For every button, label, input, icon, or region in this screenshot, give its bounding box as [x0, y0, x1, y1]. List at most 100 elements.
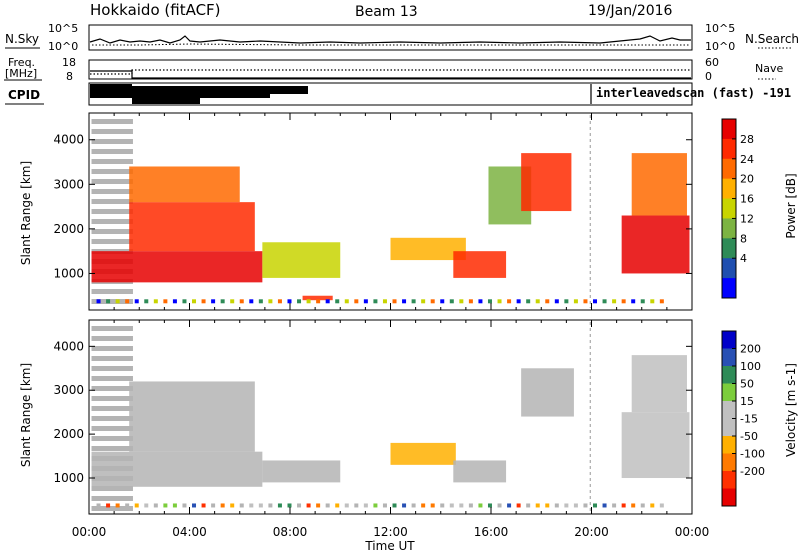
power-region-6: [453, 251, 507, 278]
power-near-range-point: [115, 299, 120, 304]
velocity-gap-stripe: [91, 386, 133, 391]
velocity-colorbar-tick-label: -15: [740, 413, 758, 426]
velocity-region-1: [129, 381, 255, 452]
power-near-range-point: [631, 299, 636, 304]
velocity-near-range-point: [258, 503, 263, 508]
power-near-range-point: [316, 299, 321, 304]
power-near-range-point: [507, 299, 512, 304]
freq-label-1: Freq.: [8, 56, 35, 69]
power-near-range-point: [277, 299, 282, 304]
time-axis-labels: 00:00 04:00 08:00 12:00 16:00 20:00 00:00: [72, 525, 710, 539]
velocity-near-range-point: [363, 503, 368, 508]
power-near-range-point: [172, 299, 177, 304]
velocity-near-range-point: [564, 503, 569, 508]
power-near-range-point: [297, 299, 302, 304]
power-near-range-point: [163, 299, 168, 304]
velocity-near-range-point: [239, 503, 244, 508]
power-near-range-point: [153, 299, 158, 304]
power-near-range-point: [659, 299, 664, 304]
power-near-range-point: [478, 299, 483, 304]
power-near-range-point: [306, 299, 311, 304]
velocity-colorbar-tick-label: 100: [740, 360, 761, 373]
nsearch-trace: [92, 43, 690, 46]
power-near-range-point: [487, 299, 492, 304]
velocity-gap-stripe: [91, 336, 133, 341]
power-gap-stripe: [91, 189, 133, 194]
velocity-near-range-point: [573, 503, 578, 508]
power-gap-stripe: [91, 219, 133, 224]
power-colorbar-cell: [722, 158, 736, 180]
velocity-ylabel: Slant Range [km]: [19, 363, 33, 467]
velocity-near-range-point: [125, 503, 130, 508]
power-near-range-point: [211, 299, 216, 304]
nave-tick-bottom: 0: [705, 70, 712, 83]
velocity-gap-stripe: [91, 406, 133, 411]
power-colorbar-label: Power [dB]: [784, 173, 798, 238]
velocity-near-range-point: [497, 503, 502, 508]
velocity-near-range-point: [172, 503, 177, 508]
power-near-range-point: [593, 299, 598, 304]
velocity-near-range-point: [182, 503, 187, 508]
velocity-near-range-point: [612, 503, 617, 508]
power-near-range-point: [650, 299, 655, 304]
beam-title: Beam 13: [355, 4, 418, 20]
velocity-near-range-point: [153, 503, 158, 508]
velocity-colorbar-cell: [722, 418, 736, 437]
power-near-range-point: [459, 299, 464, 304]
velocity-colorbar-cell: [722, 471, 736, 489]
velocity-scatter-regions: [91, 322, 690, 512]
power-colorbar-tick-label: 8: [740, 232, 747, 245]
velocity-region-7: [631, 355, 687, 413]
power-colorbar-tick-label: 12: [740, 212, 754, 225]
velocity-colorbar-cell: [722, 488, 736, 507]
velocity-near-range-point: [163, 503, 168, 508]
velocity-near-range-point: [373, 503, 378, 508]
velocity-near-range-point: [659, 503, 664, 508]
velocity-colorbar-tick-label: 15: [740, 395, 754, 408]
power-near-range-point: [258, 299, 263, 304]
velocity-near-range-point: [430, 503, 435, 508]
nave-label: Nave: [755, 62, 783, 75]
power-near-range-point: [421, 299, 426, 304]
velocity-near-range-point: [354, 503, 359, 508]
time-tick-label: 12:00: [373, 525, 408, 539]
power-near-range-point: [382, 299, 387, 304]
velocity-near-range-point: [249, 503, 254, 508]
velocity-near-range-point: [640, 503, 645, 508]
power-gap-stripe: [91, 229, 133, 234]
velocity-near-range-point: [402, 503, 407, 508]
nsky-trace: [89, 35, 691, 44]
power-colorbar-tick-label: 20: [740, 173, 754, 186]
velocity-near-range-point: [602, 503, 607, 508]
velocity-near-range-point: [526, 503, 531, 508]
velocity-panel: 4000 3000 2000 1000 Slant Range [km] 200 100…: [19, 319, 798, 515]
velocity-near-range-point: [115, 503, 120, 508]
velocity-colorbar-cell: [722, 401, 736, 419]
power-colorbar-tick-label: 28: [740, 133, 754, 146]
velocity-near-range-point: [287, 503, 292, 508]
velocity-ytick-label: 2000: [53, 427, 84, 441]
power-near-range-point: [430, 299, 435, 304]
xlabel: Time UT: [364, 539, 415, 553]
nsky-label: N.Sky: [5, 32, 39, 46]
time-tick-label: 00:00: [675, 525, 710, 539]
velocity-colorbar-tick-label: -50: [740, 430, 758, 443]
velocity-near-range-point: [468, 503, 473, 508]
velocity-gap-stripe: [91, 436, 133, 441]
velocity-near-range-point: [449, 503, 454, 508]
velocity-near-range-point: [593, 503, 598, 508]
power-near-range-point: [106, 299, 111, 304]
velocity-colorbar-cell: [722, 383, 736, 402]
velocity-near-range-point: [134, 503, 139, 508]
velocity-near-range-point: [344, 503, 349, 508]
power-gap-stripe: [91, 289, 133, 294]
velocity-colorbar-cell: [722, 436, 736, 454]
power-region-1: [129, 202, 255, 252]
nsearch-label: N.Search: [745, 32, 799, 46]
time-tick-label: 08:00: [273, 525, 308, 539]
power-near-range-point: [373, 299, 378, 304]
velocity-ytick-label: 1000: [53, 471, 84, 485]
power-region-4: [302, 295, 333, 301]
power-near-range-point: [363, 299, 368, 304]
velocity-region-6: [621, 412, 690, 479]
